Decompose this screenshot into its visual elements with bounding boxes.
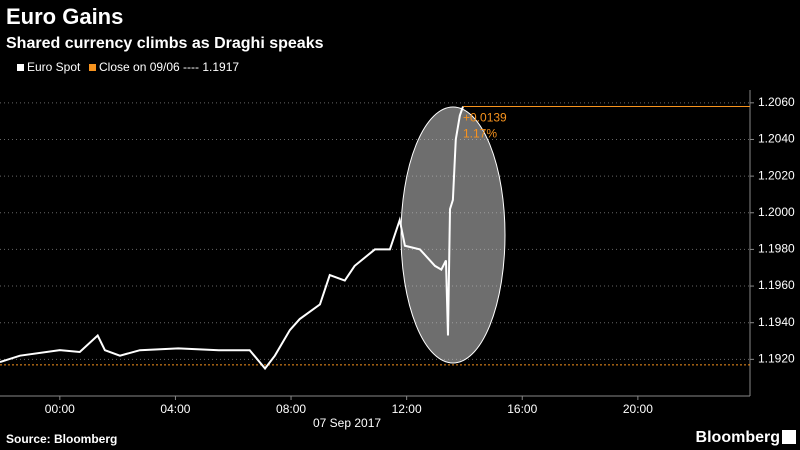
y-tick-label: 1.2020 [758,168,795,182]
highlight-ellipse [400,106,506,364]
legend-label: Close on 09/06 ---- 1.1917 [99,60,239,74]
chart-title: Euro Gains [6,4,123,29]
x-tick-label: 04:00 [160,402,190,416]
y-tick-label: 1.1920 [758,352,795,366]
y-tick-label: 1.2000 [758,205,795,219]
x-tick-label: 00:00 [45,402,75,416]
x-tick-label: 08:00 [276,402,306,416]
y-tick-label: 1.1960 [758,278,795,292]
chart-subtitle: Shared currency climbs as Draghi speaks [6,35,324,52]
brand-icon [782,430,796,444]
legend-swatch [17,64,24,71]
line-series [0,106,464,371]
legend-label: Euro Spot [27,60,81,74]
x-axis-label: 07 Sep 2017 [313,416,381,430]
x-tick-label: 20:00 [623,402,653,416]
y-tick-label: 1.2040 [758,132,795,146]
x-tick-label: 16:00 [507,402,537,416]
y-tick-label: 1.1940 [758,315,795,329]
y-tick-label: 1.2060 [758,95,795,109]
legend-swatch [89,64,96,71]
annotation: +0.0139 [463,111,507,125]
source: Source: Bloomberg [6,432,117,446]
x-tick-label: 12:00 [392,402,422,416]
brand: Bloomberg [696,429,780,446]
annotation: 1.17% [463,127,497,141]
y-tick-label: 1.1980 [758,242,795,256]
